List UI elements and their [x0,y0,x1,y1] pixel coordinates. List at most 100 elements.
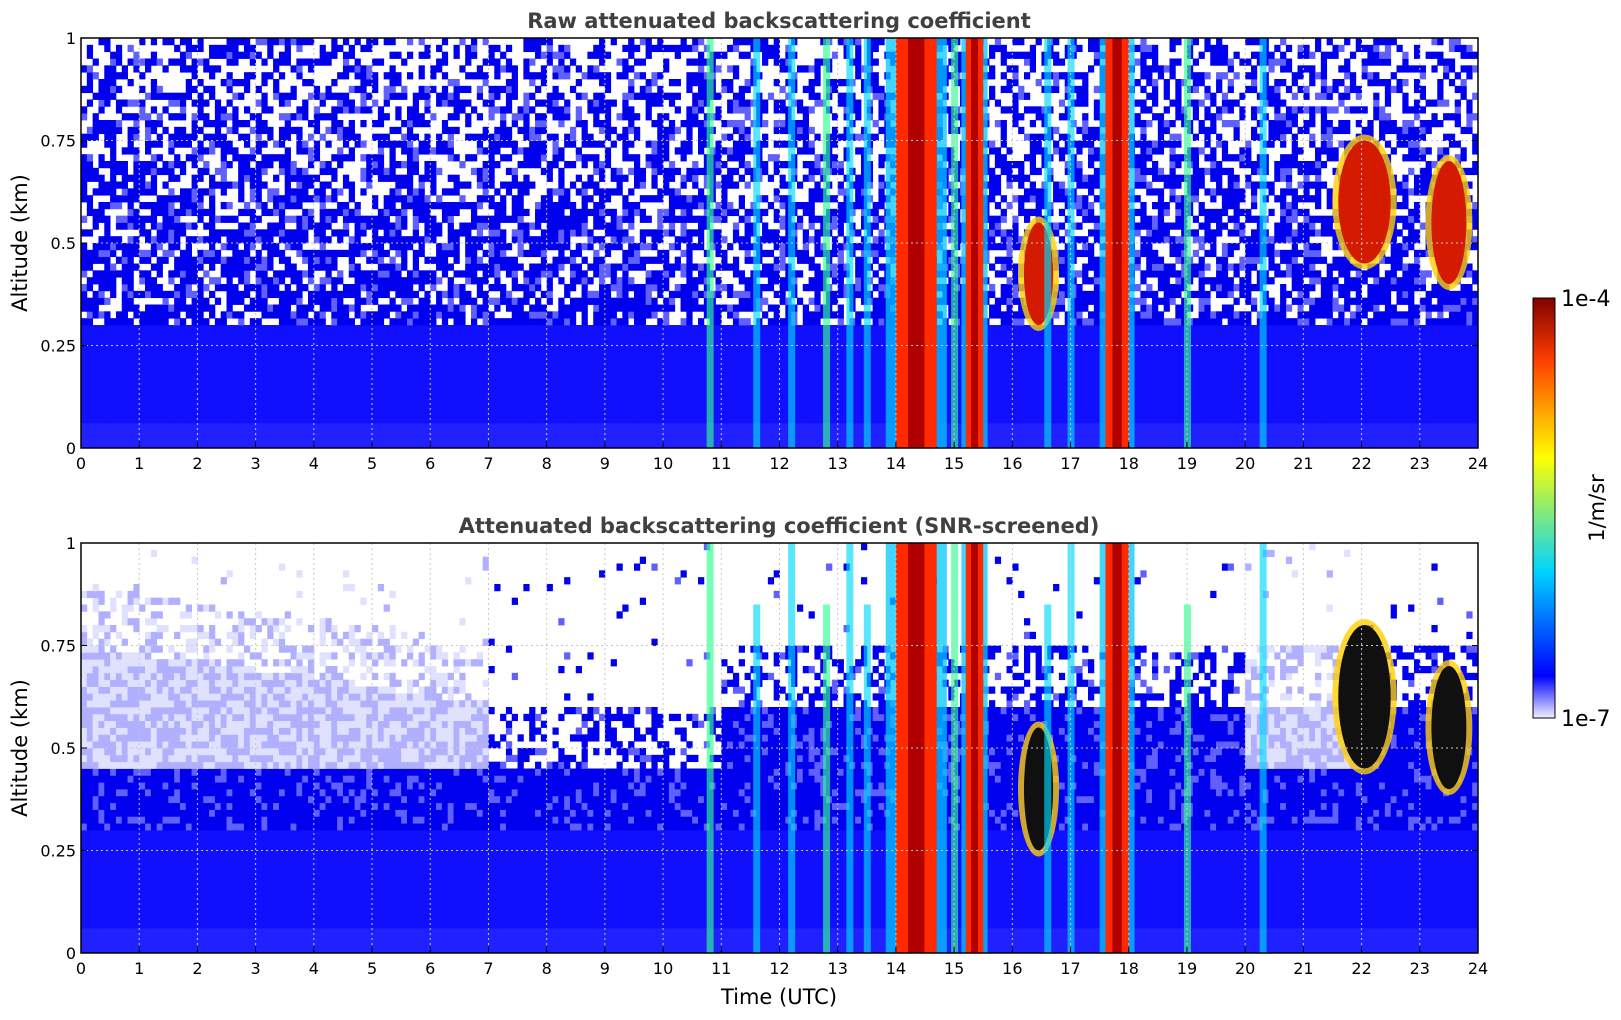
noise-cell [692,359,699,367]
noise-cell [249,372,257,381]
noise-cell [232,270,239,278]
noise-cell [121,161,128,169]
noise-cell [488,51,495,59]
noise-cell [383,386,390,394]
noise-cell [115,345,123,353]
noise-cell [424,92,431,100]
noise-cell [366,290,373,299]
noise-cell [610,318,617,326]
noise-cell [150,140,158,148]
noise-cell [360,249,367,258]
noise-cell [505,133,513,141]
noise-cell [441,92,449,100]
noise-cell [337,188,344,196]
noise-cell [284,174,291,182]
noise-cell [308,290,315,299]
noise-cell [174,215,181,223]
noise-cell [290,297,297,305]
noise-cell [220,311,227,319]
noise-cell [284,386,291,394]
noise-cell [401,243,408,251]
noise-cell [569,277,577,285]
noise-cell [721,51,728,59]
noise-cell [104,325,111,333]
noise-cell [115,372,123,381]
noise-cell [342,140,350,148]
noise-cell [657,277,664,285]
noise-cell [599,51,606,59]
noise-cell [238,51,245,59]
noise-cell [447,92,454,100]
noise-cell [290,386,297,394]
noise-cell [599,99,606,107]
noise-cell [622,147,629,155]
noise-cell [197,407,204,415]
noise-cell [692,106,699,114]
noise-cell [162,386,169,394]
noise-cell [395,126,402,135]
noise-cell [517,318,524,326]
noise-cell [488,386,495,394]
noise-cell [558,311,565,319]
noise-cell [226,270,233,278]
noise-cell [319,407,326,415]
noise-cell [290,126,297,135]
noise-cell [110,379,117,387]
noise-cell [558,304,565,312]
noise-cell [296,140,303,148]
noise-cell [226,359,233,367]
noise-cell [331,44,338,53]
noise-cell [319,44,326,53]
noise-cell [372,393,379,401]
noise-cell [698,400,705,408]
noise-cell [482,181,489,189]
noise-cell [191,331,198,340]
noise-cell [476,325,484,333]
noise-cell [738,338,745,346]
noise-cell [354,243,361,251]
noise-cell [517,215,524,223]
noise-cell [308,393,315,401]
noise-cell [639,379,647,387]
noise-cell [156,229,163,237]
noise-cell [302,222,309,230]
noise-cell [278,372,286,381]
noise-cell [104,331,111,340]
noise-cell [523,126,530,135]
noise-cell [494,140,501,148]
noise-cell [668,229,676,237]
noise-cell [500,284,507,292]
noise-cell [622,113,629,121]
noise-cell [482,195,489,203]
noise-cell [546,99,553,107]
noise-cell [447,393,454,401]
noise-cell [500,202,507,210]
noise-cell [494,372,501,381]
noise-cell [98,413,105,422]
noise-cell [273,338,280,346]
noise-cell [127,297,134,305]
noise-cell [406,413,414,422]
noise-cell [471,366,478,374]
noise-cell [232,79,239,87]
noise-cell [569,133,577,141]
noise-cell [313,236,321,244]
noise-cell [552,92,559,100]
noise-cell [639,297,647,305]
noise-cell [110,270,117,278]
noise-cell [447,311,454,319]
noise-cell [616,284,623,292]
noise-cell [121,311,128,319]
noise-cell [162,366,169,374]
noise-cell [179,222,187,230]
noise-cell [732,147,740,155]
noise-cell [488,379,495,387]
noise-cell [243,85,251,94]
noise-cell [133,407,140,415]
noise-cell [214,229,222,237]
noise-cell [657,379,664,387]
noise-cell [156,202,163,210]
noise-cell [529,38,536,46]
noise-cell [593,188,600,196]
noise-cell [203,386,210,394]
